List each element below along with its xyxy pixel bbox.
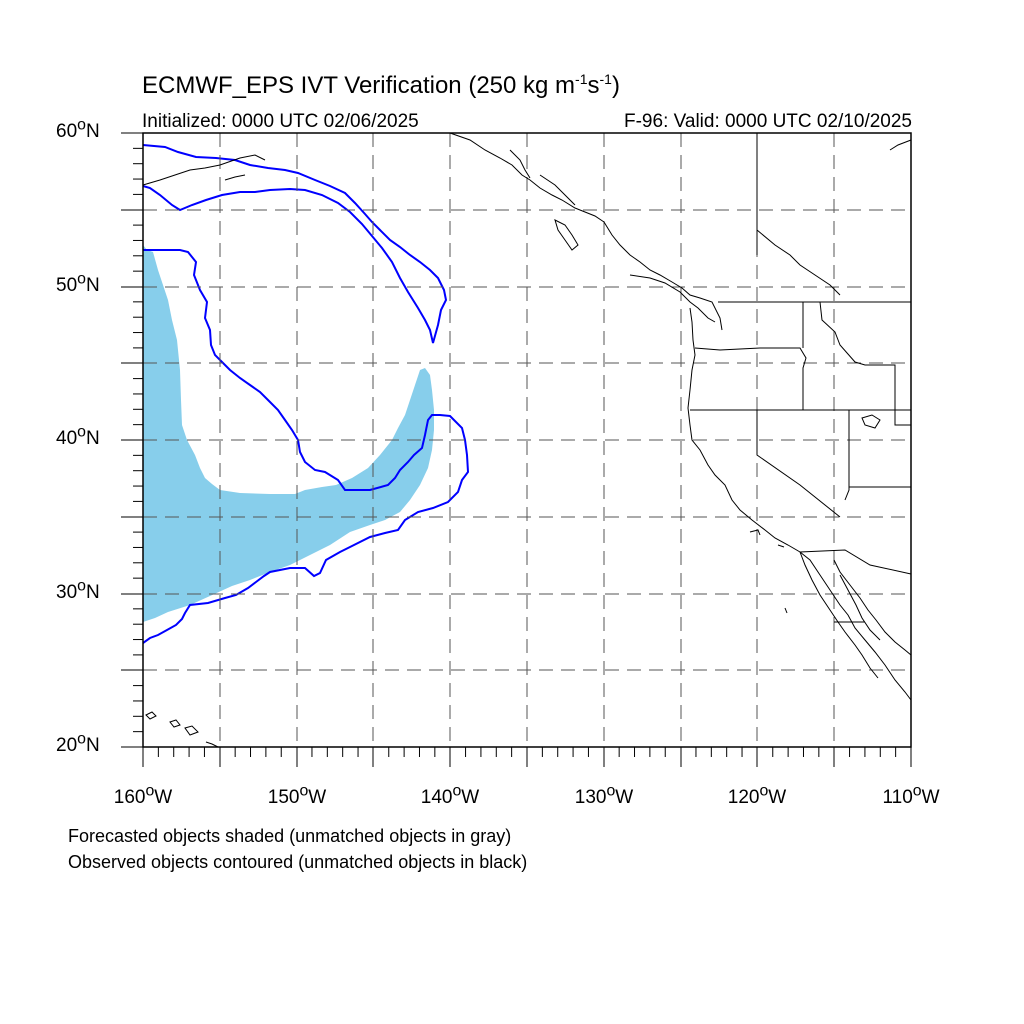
forecast-object-shaded <box>143 245 434 622</box>
lat-label-20: 20oN <box>56 730 100 756</box>
lon-label-110w: 110oW <box>882 782 940 808</box>
lat-label-50: 50oN <box>56 270 100 296</box>
minor-ticks <box>133 147 897 757</box>
lon-label-150w: 150oW <box>267 782 327 808</box>
lon-label-160w: 160oW <box>113 782 173 808</box>
chart-title: ECMWF_EPS IVT Verification (250 kg m-1s-… <box>142 71 620 99</box>
coastlines <box>142 132 912 748</box>
lon-label-130w: 130oW <box>574 782 634 808</box>
observed-contour-south <box>142 249 470 644</box>
valid-time: F-96: Valid: 0000 UTC 02/10/2025 <box>624 111 912 132</box>
lat-label-30: 30oN <box>56 577 100 603</box>
lat-label-60: 60oN <box>56 116 100 142</box>
lat-label-40: 40oN <box>56 423 100 449</box>
lon-label-120w: 120oW <box>727 782 787 808</box>
legend-note-observed: Observed objects contoured (unmatched ob… <box>68 852 528 872</box>
lon-label-140w: 140oW <box>420 782 480 808</box>
axis-ticks <box>121 132 912 767</box>
legend-note-forecast: Forecasted objects shaded (unmatched obj… <box>68 826 512 846</box>
observed-contour-north <box>142 144 448 344</box>
grid-lines <box>143 133 911 747</box>
initialized-time: Initialized: 0000 UTC 02/06/2025 <box>142 111 419 132</box>
